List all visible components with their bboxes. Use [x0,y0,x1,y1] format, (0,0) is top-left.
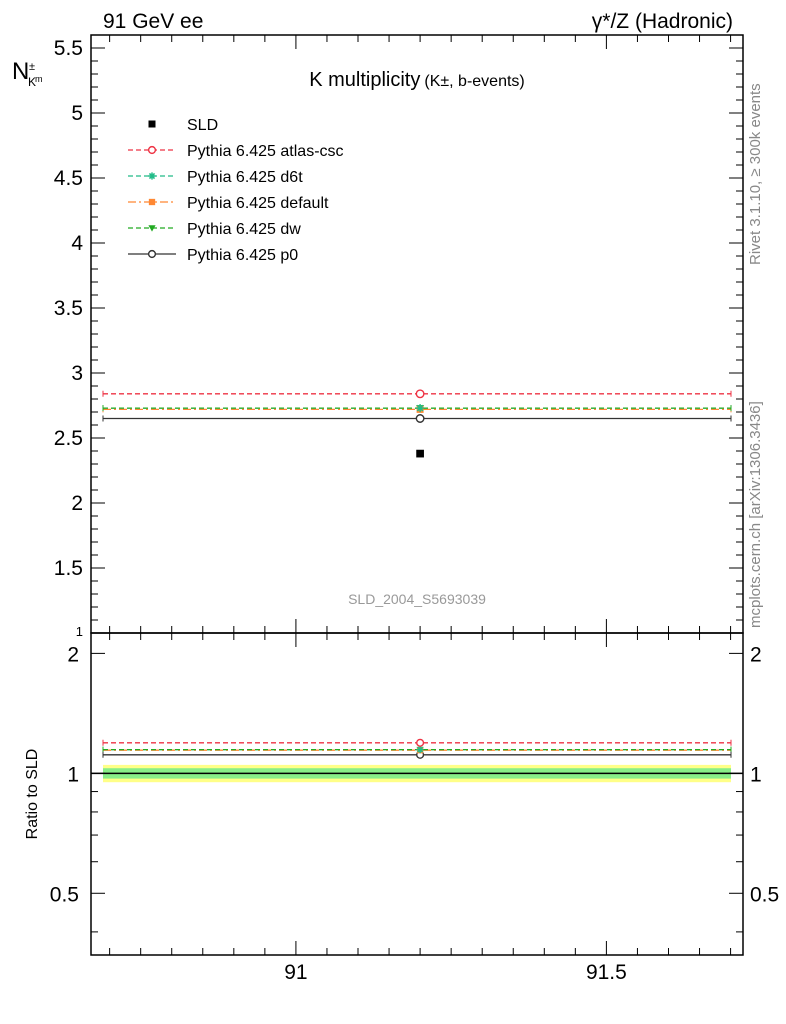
legend-label-0: Pythia 6.425 atlas-csc [187,143,344,160]
series-point-0 [415,389,425,399]
ratio-y-tick-label: 0.5 [50,883,79,906]
legend-marker-1 [148,172,156,180]
svg-text:N: N [12,58,29,85]
y-axis-label: N ± K m [12,58,43,89]
legend-marker-2 [148,198,156,206]
ratio-plot-frame [90,632,744,956]
y-tick-label: 1.5 [54,557,83,580]
header-right: γ*/Z (Hadronic) [592,10,733,33]
ratio-y-tick-label-right: 2 [750,643,762,666]
data-point-sld [416,449,424,458]
svg-text:m: m [35,74,43,84]
mcplots-label: mcplots.cern.ch [arXiv:1306.3436] [747,401,764,628]
y-tick-label: 2.5 [54,427,83,450]
series-point-1 [416,404,425,413]
ratio-y-tick-label-right: 1 [750,763,762,786]
legend-label-1: Pythia 6.425 d6t [187,169,303,186]
y-tick-label: 3 [71,362,83,385]
series-point-4 [415,414,425,423]
legend-label-3: Pythia 6.425 dw [187,221,301,238]
x-tick-label: 91.5 [586,961,627,984]
y-tick-label: 4.5 [54,167,83,190]
y-tick-label: 2 [71,492,83,515]
analysis-watermark: SLD_2004_S5693039 [348,591,486,607]
y-tick-label: 3.5 [54,297,83,320]
y-tick-label: 5.5 [54,37,83,60]
x-tick-label: 91 [284,961,307,984]
header-left: 91 GeV ee [103,10,203,33]
legend-label-sld: SLD [187,117,218,134]
rivet-label: Rivet 3.1.10, ≥ 300k events [747,83,764,265]
svg-text:K: K [28,75,36,89]
ratio-y-tick-label: 1 [67,763,79,786]
ratio-point-0 [416,738,425,747]
ratio-y-tick-label: 2 [67,643,79,666]
ratio-point-1 [416,745,424,754]
legend: SLD Pythia 6.425 atlas-csc Pythia 6.425 d6… [128,117,344,264]
y-tick-label: 1 [76,624,83,639]
svg-text:±: ± [29,61,35,73]
y-tick-label: 4 [71,232,83,255]
legend-marker-3 [148,225,156,232]
chart-title: K multiplicity (K±, b-events) [309,69,525,91]
y-tick-label: 5 [71,102,83,125]
ratio-y-label: Ratio to SLD [24,749,41,840]
legend-label-4: Pythia 6.425 p0 [187,247,298,264]
legend-label-2: Pythia 6.425 default [187,195,329,212]
legend-marker-4 [147,249,157,259]
legend-marker-0 [147,145,157,155]
ratio-y-tick-label-right: 0.5 [750,883,779,906]
legend-marker-sld [148,120,156,128]
